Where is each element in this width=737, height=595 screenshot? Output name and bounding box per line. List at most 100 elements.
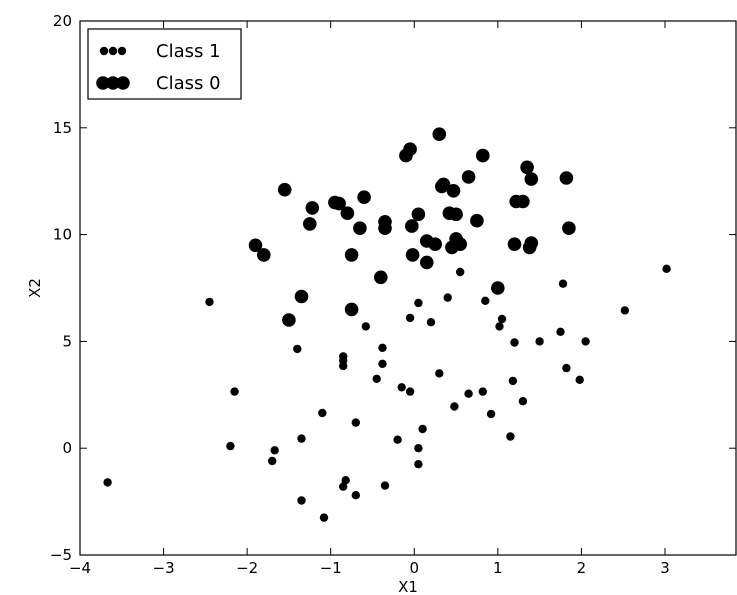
data-point <box>268 456 277 466</box>
data-point <box>339 482 348 491</box>
legend: Class 1 Class 0 <box>87 28 242 100</box>
data-point <box>470 213 484 228</box>
x-tick-label: 0 <box>409 559 419 577</box>
data-point <box>403 142 417 156</box>
data-point <box>418 424 427 434</box>
data-point <box>257 248 271 262</box>
legend-dot <box>108 46 118 56</box>
data-point <box>332 196 346 211</box>
data-point <box>446 184 461 198</box>
data-point <box>226 441 235 451</box>
series-class-1 <box>103 264 671 522</box>
data-point <box>353 221 367 235</box>
x-tick-label: 2 <box>577 559 587 577</box>
data-point <box>520 160 534 175</box>
data-point <box>380 481 390 490</box>
series-class-0 <box>248 127 576 327</box>
data-point <box>518 397 528 406</box>
data-point <box>205 297 214 307</box>
data-point <box>507 237 522 251</box>
data-point <box>456 267 465 277</box>
y-tick-labels: −5 0 5 10 15 20 <box>50 12 72 564</box>
data-point <box>397 383 406 392</box>
data-point <box>405 387 415 396</box>
data-point <box>351 418 360 427</box>
data-point <box>481 296 490 305</box>
data-point <box>294 289 309 304</box>
data-point <box>516 194 530 209</box>
y-tick-label: 5 <box>62 332 72 350</box>
data-point <box>558 279 568 288</box>
x-axis-label: X1 <box>398 578 418 595</box>
data-point <box>411 207 426 222</box>
data-point <box>461 170 476 184</box>
y-tick-label: 10 <box>53 226 72 244</box>
data-point <box>297 434 306 443</box>
data-point <box>248 238 263 253</box>
data-point <box>524 236 539 250</box>
data-point <box>556 327 565 336</box>
data-point <box>562 221 576 235</box>
legend-label-class-1: Class 1 <box>156 41 221 62</box>
data-point <box>575 375 584 384</box>
data-point <box>340 206 355 220</box>
data-points <box>103 127 671 522</box>
data-point <box>374 270 388 285</box>
data-point <box>450 402 459 411</box>
data-point <box>453 237 468 251</box>
legend-dot <box>96 76 110 90</box>
data-point <box>432 127 447 141</box>
data-point <box>478 387 487 396</box>
data-point <box>436 177 451 192</box>
legend-dot <box>99 46 109 56</box>
x-tick-label: 3 <box>660 559 670 577</box>
data-point <box>341 476 350 485</box>
data-point <box>428 237 443 251</box>
data-point <box>486 409 496 419</box>
data-point <box>497 314 507 324</box>
data-point <box>449 207 463 222</box>
data-point <box>581 337 590 346</box>
data-point <box>405 248 420 262</box>
data-point <box>305 201 320 215</box>
legend-dot <box>117 46 127 56</box>
data-point <box>393 435 402 444</box>
data-point <box>414 444 423 453</box>
data-point <box>361 322 370 331</box>
data-point <box>378 221 392 235</box>
data-point <box>303 217 317 231</box>
y-axis-label: X2 <box>26 278 44 298</box>
data-point <box>491 281 505 295</box>
data-point <box>378 343 387 352</box>
data-point <box>464 389 473 398</box>
x-tick-label: 1 <box>493 559 503 577</box>
data-point <box>508 376 518 386</box>
data-point <box>103 478 112 487</box>
legend-dot <box>116 76 130 90</box>
data-point <box>277 182 292 197</box>
data-point <box>414 460 423 469</box>
plot-area <box>79 20 737 556</box>
data-point <box>318 408 327 418</box>
x-tick-label: −3 <box>153 559 175 577</box>
data-point <box>414 298 423 308</box>
legend-dot <box>106 76 120 90</box>
x-tick-label: −2 <box>236 559 258 577</box>
data-point <box>405 219 419 233</box>
y-tick-label: 20 <box>53 12 72 30</box>
y-tick-label: 15 <box>53 119 72 137</box>
data-point <box>378 359 387 368</box>
data-point <box>524 172 539 186</box>
data-point <box>230 387 239 396</box>
data-point <box>344 302 359 317</box>
legend-marker-class-0 <box>96 76 130 90</box>
data-point <box>270 446 279 455</box>
data-point <box>443 293 452 302</box>
data-point <box>435 369 444 378</box>
data-point <box>319 513 329 522</box>
plot-frame <box>79 20 737 556</box>
data-point <box>620 306 630 315</box>
legend-label-class-0: Class 0 <box>156 73 221 94</box>
data-point <box>372 374 381 383</box>
